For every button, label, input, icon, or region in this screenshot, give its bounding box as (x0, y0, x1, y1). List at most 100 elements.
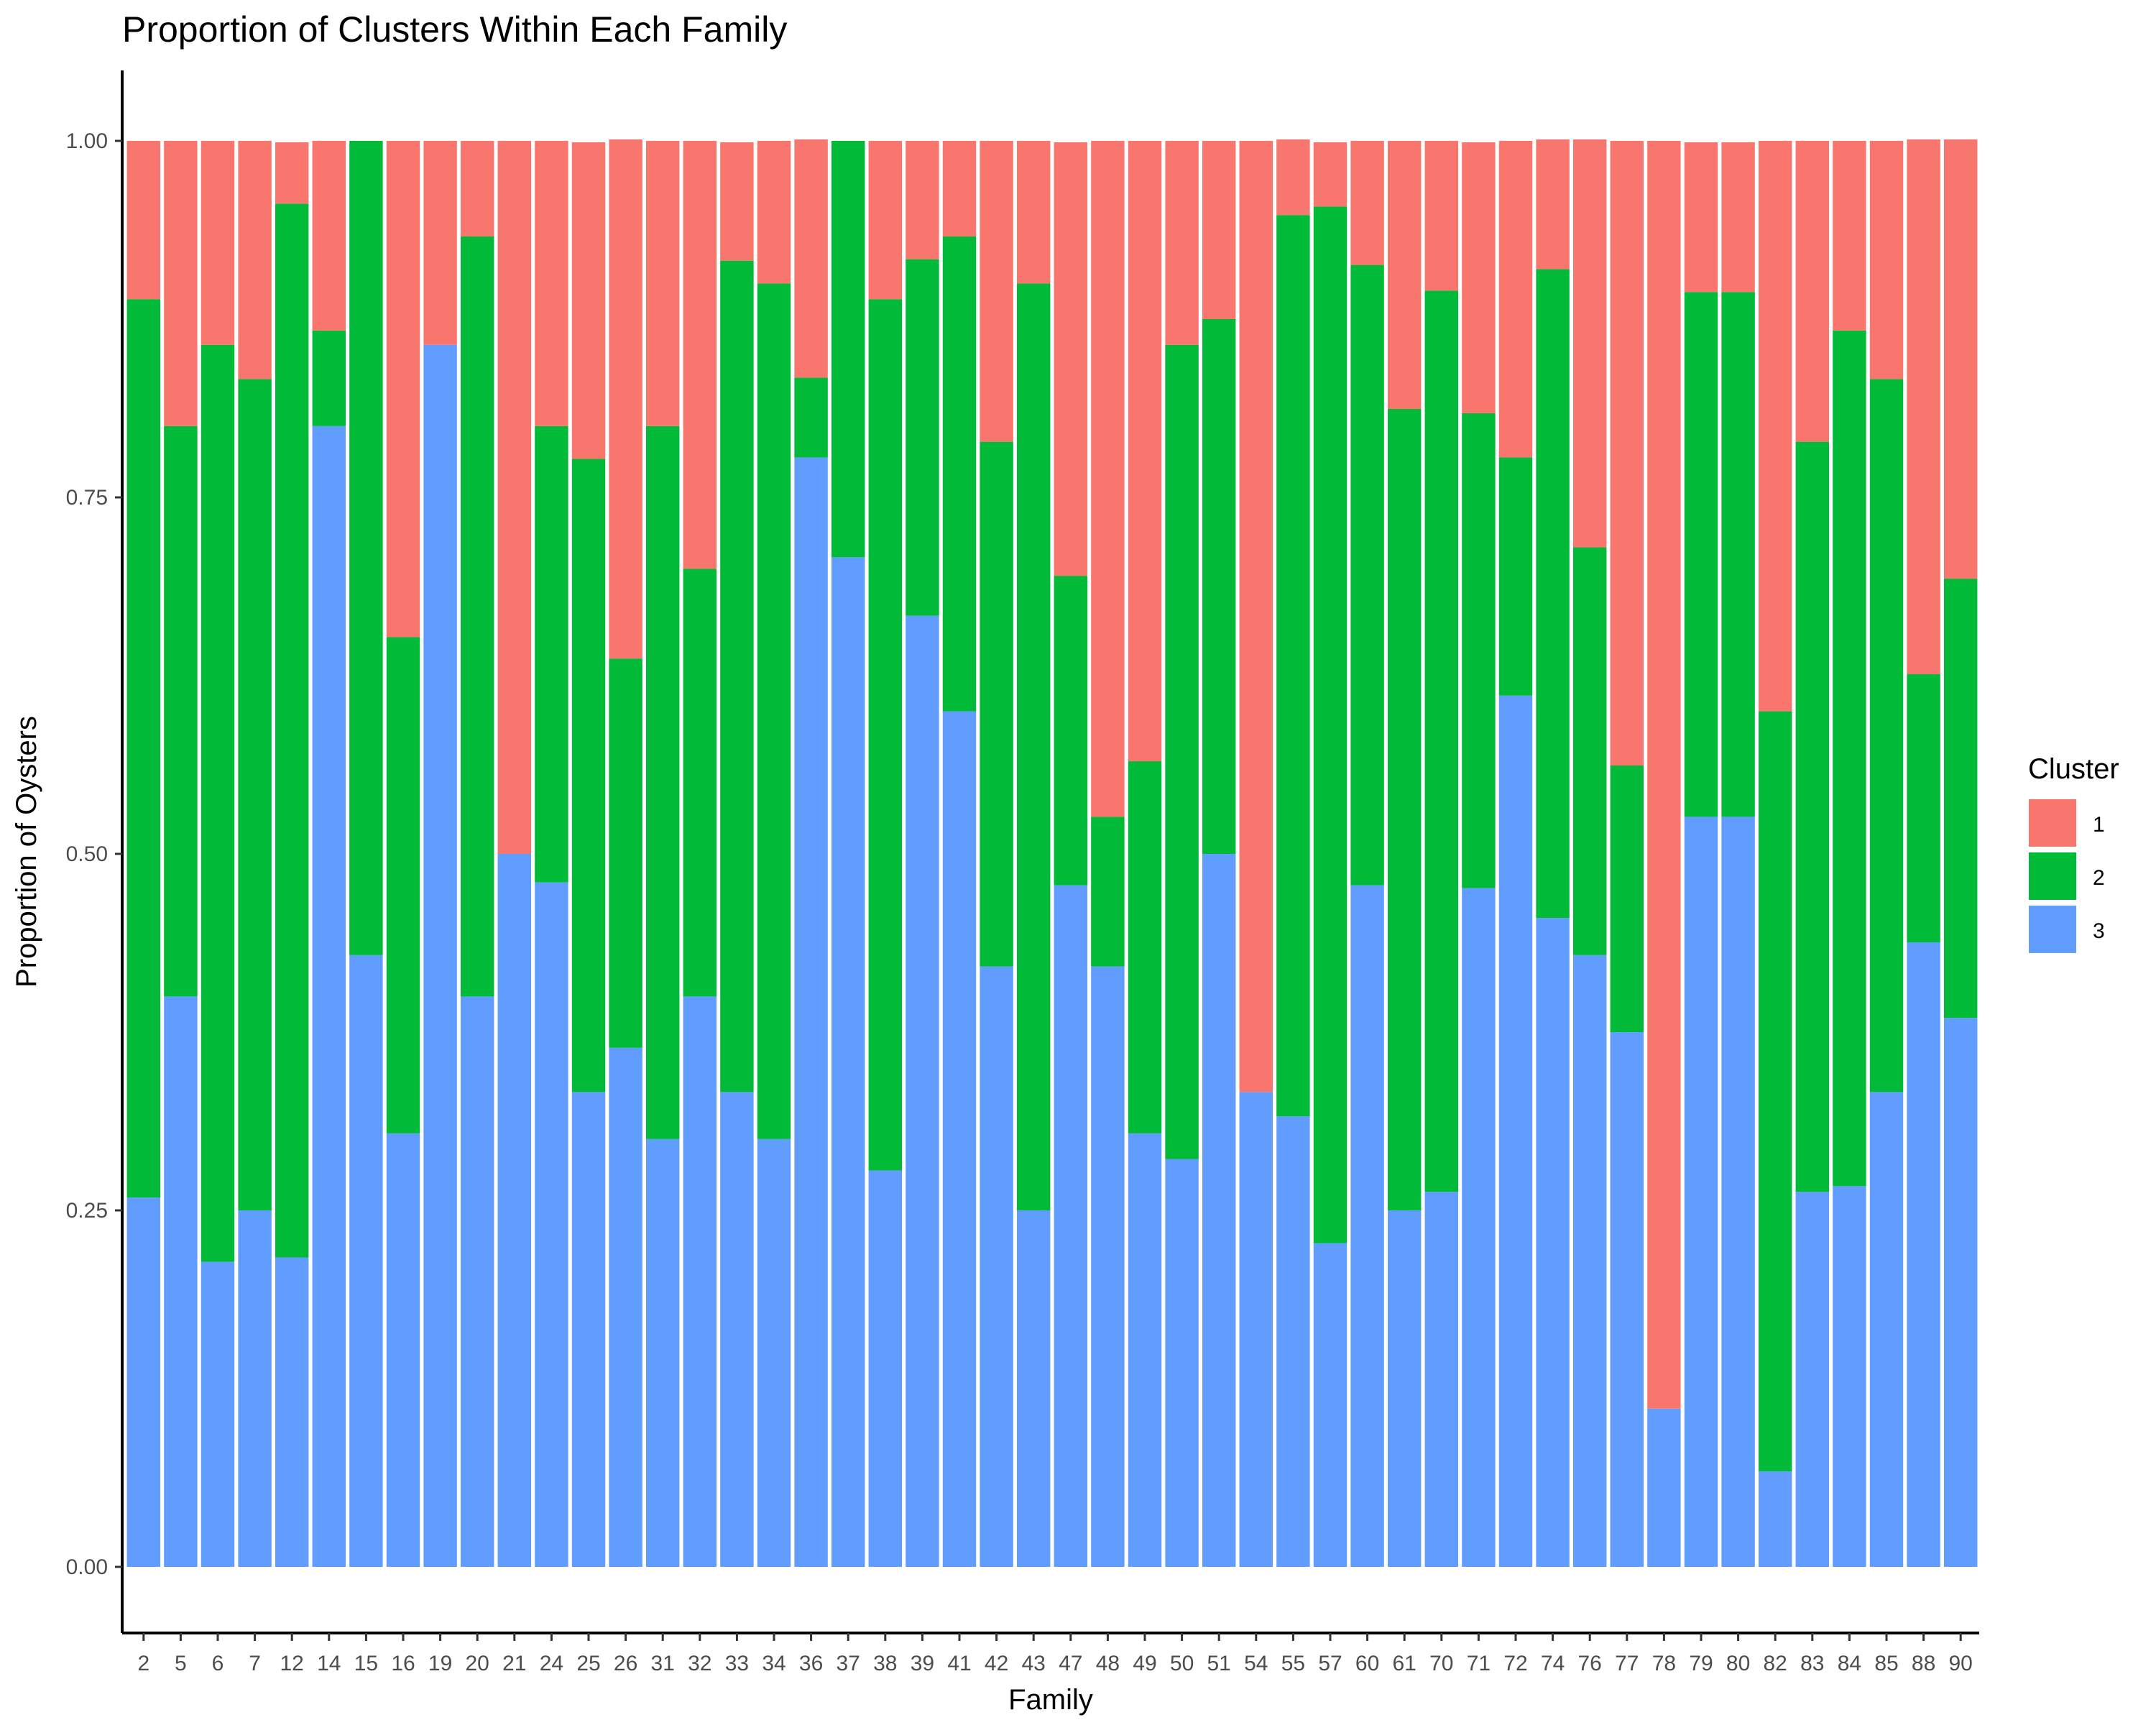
bar-family-7-cluster-3 (238, 1210, 272, 1567)
bar-family-83-cluster-3 (1795, 1192, 1830, 1567)
x-tick-label: 42 (985, 1652, 1008, 1675)
legend-title: Cluster (2028, 753, 2119, 785)
x-tick-label: 48 (1096, 1652, 1120, 1675)
x-tick-label: 80 (1726, 1652, 1750, 1675)
bar-family-77-cluster-2 (1610, 765, 1644, 1032)
bar-family-54-cluster-3 (1239, 1092, 1273, 1567)
bar-family-79-cluster-3 (1684, 816, 1718, 1567)
x-tick-label: 83 (1800, 1652, 1824, 1675)
bar-family-34-cluster-1 (757, 141, 791, 284)
x-tick-label: 72 (1503, 1652, 1527, 1675)
bar-family-33-cluster-1 (720, 142, 754, 261)
bar-family-36-cluster-2 (794, 377, 828, 458)
legend: Cluster 1 2 3 (2028, 753, 2119, 953)
x-tick-label: 32 (688, 1652, 711, 1675)
bar-family-47-cluster-2 (1054, 576, 1088, 886)
bar-family-48-cluster-3 (1091, 966, 1125, 1567)
x-tick-label: 74 (1541, 1652, 1565, 1675)
bar-family-20-cluster-2 (460, 236, 494, 997)
bar-family-16-cluster-2 (386, 637, 420, 1133)
x-tick-label: 51 (1207, 1652, 1231, 1675)
x-tick-label: 20 (466, 1652, 489, 1675)
legend-key-cluster-3 (2029, 906, 2076, 953)
bar-family-34-cluster-2 (757, 283, 791, 1139)
bar-family-39-cluster-2 (906, 259, 939, 616)
bar-family-43-cluster-3 (1016, 1210, 1051, 1567)
bar-family-57-cluster-3 (1313, 1243, 1348, 1567)
x-tick-label: 60 (1355, 1652, 1379, 1675)
bar-family-24-cluster-3 (535, 882, 568, 1567)
bar-family-55-cluster-1 (1276, 139, 1310, 216)
bar-family-38-cluster-2 (868, 299, 903, 1171)
bar-family-5-cluster-3 (164, 996, 198, 1567)
y-tick-label: 0.00 (66, 1555, 108, 1579)
bar-family-25-cluster-3 (571, 1092, 606, 1567)
bar-family-74-cluster-3 (1536, 918, 1570, 1567)
bar-family-72-cluster-1 (1498, 141, 1533, 458)
bar-family-26-cluster-3 (609, 1047, 642, 1567)
bar-family-37-cluster-2 (831, 141, 865, 558)
bar-family-16-cluster-1 (386, 141, 420, 638)
y-tick-label: 0.75 (66, 486, 108, 510)
bar-family-7-cluster-1 (238, 141, 272, 380)
legend-label-cluster-2: 2 (2093, 866, 2105, 890)
bar-family-84-cluster-1 (1833, 141, 1866, 331)
bar-family-6-cluster-1 (201, 141, 235, 345)
x-axis-ticks: 2 5 6 7 12 14 15 16 19 20 21 24 25 26 31 32 33 34 36 37 38 39… (137, 1633, 1973, 1675)
bar-family-88-cluster-3 (1907, 942, 1940, 1567)
bar-family-84-cluster-2 (1833, 330, 1866, 1187)
bar-family-74-cluster-2 (1536, 269, 1570, 919)
bar-family-19-cluster-1 (423, 141, 457, 345)
bar-family-2-cluster-3 (126, 1197, 161, 1567)
x-tick-label: 82 (1764, 1652, 1787, 1675)
x-tick-label: 6 (212, 1652, 224, 1675)
bar-family-61-cluster-3 (1387, 1210, 1422, 1567)
bar-family-36-cluster-1 (794, 139, 828, 378)
x-tick-label: 33 (725, 1652, 749, 1675)
bar-family-36-cluster-3 (794, 457, 828, 1568)
bar-family-38-cluster-3 (868, 1170, 903, 1567)
bar-family-50-cluster-2 (1165, 344, 1199, 1159)
y-tick-label: 0.50 (66, 842, 108, 866)
bar-family-80-cluster-3 (1721, 816, 1755, 1567)
bar-family-85-cluster-3 (1869, 1092, 1904, 1567)
bar-family-42-cluster-1 (980, 141, 1013, 442)
bar-family-50-cluster-3 (1165, 1159, 1199, 1567)
x-tick-label: 7 (249, 1652, 261, 1675)
bar-family-24-cluster-1 (535, 141, 568, 426)
bar-family-26-cluster-2 (609, 658, 642, 1048)
bar-family-71-cluster-1 (1462, 142, 1496, 413)
bar-family-25-cluster-2 (571, 459, 606, 1092)
bar-family-83-cluster-2 (1795, 441, 1830, 1192)
bar-family-47-cluster-3 (1054, 885, 1088, 1567)
bar-family-82-cluster-2 (1758, 711, 1792, 1472)
bar-family-38-cluster-1 (868, 141, 903, 300)
bar-family-88-cluster-1 (1907, 139, 1940, 675)
x-tick-label: 76 (1578, 1652, 1602, 1675)
x-tick-label: 38 (873, 1652, 897, 1675)
x-tick-label: 78 (1652, 1652, 1676, 1675)
bar-family-31-cluster-1 (645, 141, 680, 426)
bar-family-50-cluster-1 (1165, 141, 1199, 345)
x-tick-label: 47 (1059, 1652, 1082, 1675)
bar-family-76-cluster-2 (1572, 547, 1607, 955)
bar-family-90-cluster-1 (1943, 139, 1978, 579)
bar-family-14-cluster-1 (312, 141, 346, 331)
bar-family-34-cluster-3 (757, 1138, 791, 1567)
x-tick-label: 79 (1689, 1652, 1713, 1675)
x-tick-label: 39 (911, 1652, 934, 1675)
bar-family-60-cluster-2 (1350, 264, 1384, 886)
x-tick-label: 70 (1429, 1652, 1453, 1675)
bar-family-70-cluster-3 (1424, 1192, 1459, 1567)
x-tick-label: 61 (1393, 1652, 1416, 1675)
bar-family-21-cluster-1 (497, 141, 532, 854)
bar-family-76-cluster-3 (1572, 954, 1607, 1567)
bar-family-60-cluster-1 (1350, 141, 1384, 265)
x-tick-label: 77 (1615, 1652, 1639, 1675)
x-axis-title: Family (1008, 1684, 1093, 1716)
bar-family-32-cluster-2 (683, 569, 717, 997)
bars-group (126, 139, 1978, 1568)
x-tick-label: 41 (947, 1652, 971, 1675)
y-axis-title: Proportion of Oysters (11, 716, 42, 988)
bar-family-71-cluster-3 (1462, 888, 1496, 1567)
